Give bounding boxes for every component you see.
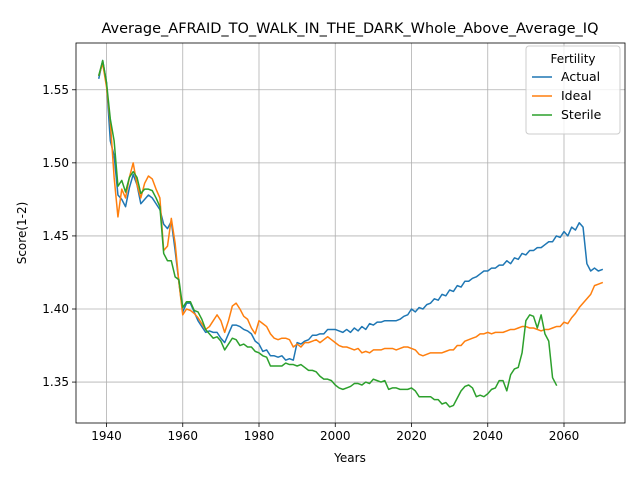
x-axis-ticks: 1940 1960 1980 2000 2020 2040 2060 bbox=[91, 423, 579, 443]
x-tick-label: 1940 bbox=[91, 429, 122, 443]
y-tick-label: 1.40 bbox=[42, 302, 69, 316]
x-tick-label: 2040 bbox=[472, 429, 503, 443]
y-tick-label: 1.45 bbox=[42, 229, 69, 243]
x-tick-label: 1980 bbox=[244, 429, 275, 443]
x-tick-label: 2020 bbox=[396, 429, 427, 443]
legend-label-sterile: Sterile bbox=[561, 107, 602, 122]
plot-frame bbox=[75, 42, 626, 424]
legend-label-actual: Actual bbox=[561, 69, 600, 84]
y-axis-ticks: 1.35 1.40 1.45 1.50 1.55 bbox=[42, 83, 76, 389]
y-tick-label: 1.55 bbox=[42, 83, 69, 97]
x-tick-label: 2000 bbox=[320, 429, 351, 443]
legend-entries: Actual Ideal Sterile bbox=[532, 69, 602, 122]
grid bbox=[76, 43, 625, 423]
y-axis-label: Score(1-2) bbox=[15, 202, 29, 265]
legend: Fertility Actual Ideal Sterile bbox=[525, 45, 621, 135]
legend-title: Fertility bbox=[550, 52, 595, 66]
y-tick-label: 1.35 bbox=[42, 375, 69, 389]
series-line-ideal bbox=[97, 62, 604, 357]
x-tick-label: 2060 bbox=[549, 429, 580, 443]
chart-title: Average_AFRAID_TO_WALK_IN_THE_DARK_Whole… bbox=[101, 21, 598, 37]
series-lines bbox=[97, 59, 604, 408]
series-line-sterile bbox=[97, 59, 558, 408]
legend-box bbox=[525, 45, 621, 135]
legend-label-ideal: Ideal bbox=[561, 88, 591, 103]
x-axis-label: Years bbox=[333, 451, 366, 465]
x-tick-label: 1960 bbox=[167, 429, 198, 443]
y-tick-label: 1.50 bbox=[42, 156, 69, 170]
